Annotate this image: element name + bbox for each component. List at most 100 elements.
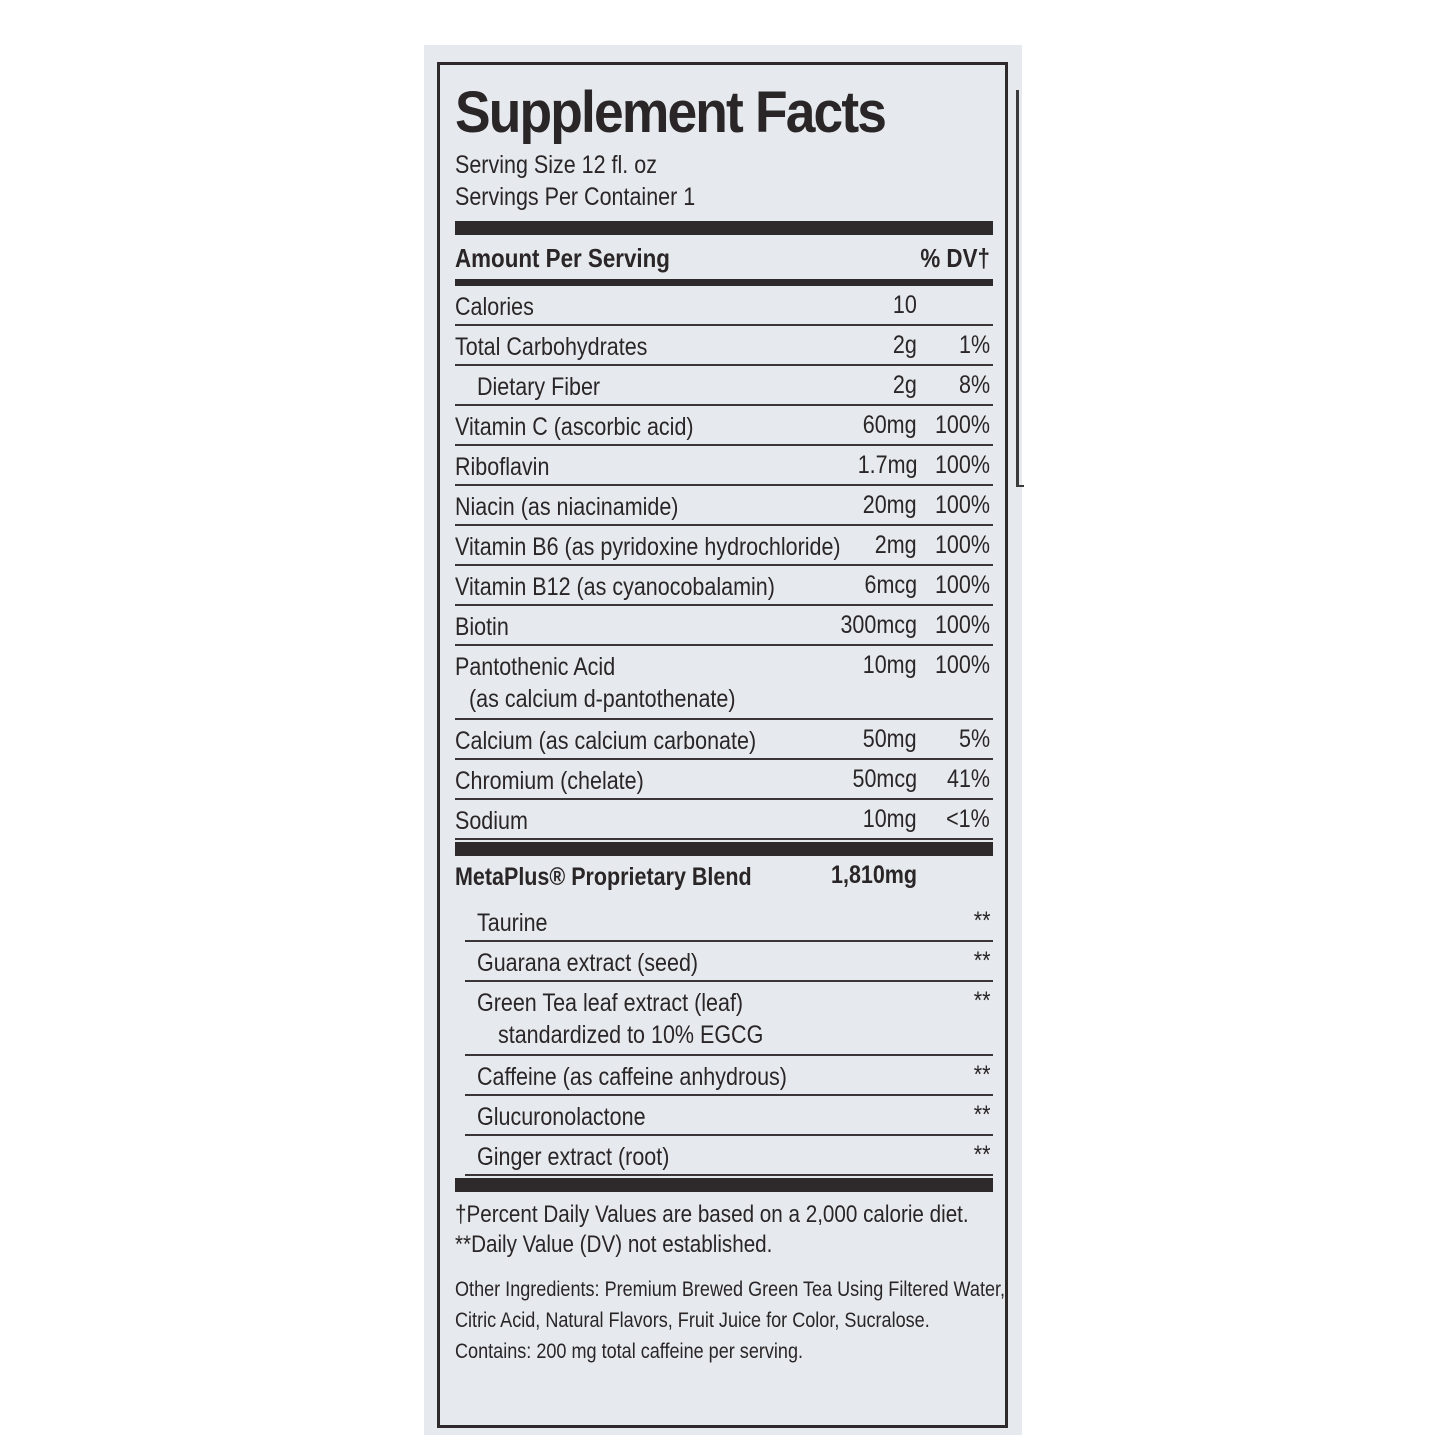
blend-item-name: Caffeine (as caffeine anhydrous) xyxy=(477,1063,787,1091)
divider-medium xyxy=(455,279,993,286)
blend-item-standardization: standardized to 10% EGCG xyxy=(497,1021,764,1049)
blend-item-dv: ** xyxy=(973,907,990,935)
blend-item-row: Green Tea leaf extract (leaf) standardiz… xyxy=(465,982,993,1056)
nutrient-dv: 41% xyxy=(946,765,990,793)
nutrient-dv: 100% xyxy=(935,651,990,679)
blend-item-name: Taurine xyxy=(477,909,548,937)
nutrient-source: (as calcium d-pantothenate) xyxy=(468,685,736,713)
nutrient-dv: 100% xyxy=(935,451,990,479)
nutrient-name-wrap: Vitamin B12 (as cyanocobalamin) xyxy=(455,571,827,603)
blend-row: MetaPlus® Proprietary Blend 1,810mg xyxy=(455,856,993,902)
nutrient-name: Riboflavin xyxy=(455,453,550,481)
blend-item-name: Guarana extract (seed) xyxy=(477,949,699,977)
blend-name: MetaPlus® Proprietary Blend xyxy=(455,863,752,891)
nutrient-amount: 6mcg xyxy=(864,571,917,599)
nutrient-dv: 5% xyxy=(958,725,990,753)
nutrient-row: Chromium (chelate) 50mcg 41% xyxy=(455,760,993,800)
label-edge xyxy=(1016,90,1024,487)
nutrient-name-wrap: Total Carbohydrates xyxy=(455,331,679,363)
nutrient-name-wrap: Sodium xyxy=(455,805,540,837)
header-amount: Amount Per Serving xyxy=(455,243,670,273)
other-ingredients-line: Other Ingredients: Premium Brewed Green … xyxy=(455,1278,1006,1301)
nutrient-dv: <1% xyxy=(946,805,990,833)
nutrient-name: Vitamin C (ascorbic acid) xyxy=(455,413,694,441)
nutrient-row: Total Carbohydrates 2g 1% xyxy=(455,326,993,366)
divider-thick xyxy=(455,221,993,235)
blend-item-name-wrap: Caffeine (as caffeine anhydrous) xyxy=(477,1061,837,1093)
blend-item-name-wrap: Guarana extract (seed) xyxy=(477,947,734,979)
table-header: Amount Per Serving % DV† xyxy=(455,235,993,279)
nutrient-amount: 2mg xyxy=(875,531,917,559)
blend-item-dv: ** xyxy=(973,1101,990,1129)
nutrient-name: Vitamin B12 (as cyanocobalamin) xyxy=(455,573,775,601)
blend-item-name: Green Tea leaf extract (leaf) xyxy=(477,989,744,1017)
nutrient-row: Biotin 300mcg 100% xyxy=(455,606,993,646)
nutrient-row: Calcium (as calcium carbonate) 50mg 5% xyxy=(455,720,993,760)
blend-item-row: Caffeine (as caffeine anhydrous) ** xyxy=(465,1056,993,1096)
nutrient-dv: 100% xyxy=(935,611,990,639)
nutrient-row: Calories 10 xyxy=(455,286,993,326)
nutrient-amount: 50mcg xyxy=(852,765,917,793)
divider-thick xyxy=(455,1178,993,1192)
blend-item-name-wrap: Green Tea leaf extract (leaf) standardiz… xyxy=(477,987,806,1051)
nutrient-name: Pantothenic Acid xyxy=(455,653,616,681)
servings-per-container: Servings Per Container 1 xyxy=(455,183,696,211)
blend-amount: 1,810mg xyxy=(830,861,917,889)
nutrient-dv: 100% xyxy=(935,491,990,519)
nutrient-name: Dietary Fiber xyxy=(477,373,601,401)
nutrient-row: Riboflavin 1.7mg 100% xyxy=(455,446,993,486)
blend-item-dv: ** xyxy=(973,1141,990,1169)
nutrient-name: Biotin xyxy=(455,613,509,641)
nutrient-amount: 300mcg xyxy=(840,611,917,639)
blend-item-row: Ginger extract (root) ** xyxy=(465,1136,993,1176)
nutrient-name: Niacin (as niacinamide) xyxy=(455,493,679,521)
blend-item-row: Guarana extract (seed) ** xyxy=(465,942,993,982)
nutrient-name-wrap: Riboflavin xyxy=(455,451,565,483)
nutrient-name-wrap: Calories xyxy=(455,291,547,323)
serving-size: Serving Size 12 fl. oz xyxy=(455,151,657,179)
nutrient-name: Calories xyxy=(455,293,534,321)
supplement-facts-panel: Supplement Facts Serving Size 12 fl. oz … xyxy=(437,62,1008,1428)
nutrient-row: Vitamin B6 (as pyridoxine hydrochloride)… xyxy=(455,526,993,566)
header-dv: % DV† xyxy=(920,243,990,273)
nutrient-amount: 10 xyxy=(893,291,917,319)
nutrient-name-wrap: Chromium (chelate) xyxy=(455,765,675,797)
nutrient-row: Niacin (as niacinamide) 20mg 100% xyxy=(455,486,993,526)
nutrient-name-wrap: Vitamin C (ascorbic acid) xyxy=(455,411,732,443)
nutrient-amount: 10mg xyxy=(863,805,917,833)
nutrient-name: Calcium (as calcium carbonate) xyxy=(455,727,757,755)
other-ingredients-line: Citric Acid, Natural Flavors, Fruit Juic… xyxy=(455,1309,930,1332)
blend-item-dv: ** xyxy=(973,1061,990,1089)
blend-item-name: Glucuronolactone xyxy=(477,1103,646,1131)
blend-item-name-wrap: Glucuronolactone xyxy=(477,1101,673,1133)
blend-item-name-wrap: Taurine xyxy=(477,907,559,939)
nutrient-name: Chromium (chelate) xyxy=(455,767,644,795)
caffeine-content: Contains: 200 mg total caffeine per serv… xyxy=(455,1340,804,1363)
nutrient-dv: 8% xyxy=(958,371,990,399)
blend-item-name-wrap: Ginger extract (root) xyxy=(477,1141,701,1173)
nutrient-name-wrap: Pantothenic Acid (as calcium d-pantothen… xyxy=(455,651,779,715)
nutrient-amount: 50mg xyxy=(863,725,917,753)
blend-item-name: Ginger extract (root) xyxy=(477,1143,670,1171)
nutrient-amount: 60mg xyxy=(863,411,917,439)
nutrient-dv: 100% xyxy=(935,411,990,439)
footnote-not-established: **Daily Value (DV) not established. xyxy=(455,1231,773,1258)
nutrient-amount: 1.7mg xyxy=(857,451,917,479)
product-label xyxy=(424,45,1022,1435)
nutrient-name-wrap: Vitamin B6 (as pyridoxine hydrochloride) xyxy=(455,531,903,563)
nutrient-name: Total Carbohydrates xyxy=(455,333,648,361)
nutrient-name: Vitamin B6 (as pyridoxine hydrochloride) xyxy=(455,533,841,561)
nutrient-row: Vitamin C (ascorbic acid) 60mg 100% xyxy=(455,406,993,446)
footnote-dv: †Percent Daily Values are based on a 2,0… xyxy=(455,1201,969,1228)
nutrient-dv: 100% xyxy=(935,571,990,599)
nutrient-dv: 1% xyxy=(958,331,990,359)
blend-item-dv: ** xyxy=(973,987,990,1015)
nutrient-name-wrap: Biotin xyxy=(455,611,518,643)
nutrient-row: Pantothenic Acid (as calcium d-pantothen… xyxy=(455,646,993,720)
nutrient-amount: 2g xyxy=(893,331,917,359)
blend-item-row: Taurine ** xyxy=(465,902,993,942)
blend-item-row: Glucuronolactone ** xyxy=(465,1096,993,1136)
nutrient-row: Dietary Fiber 2g 8% xyxy=(455,366,993,406)
nutrient-name-wrap: Niacin (as niacinamide) xyxy=(455,491,715,523)
panel-title: Supplement Facts xyxy=(455,80,887,145)
